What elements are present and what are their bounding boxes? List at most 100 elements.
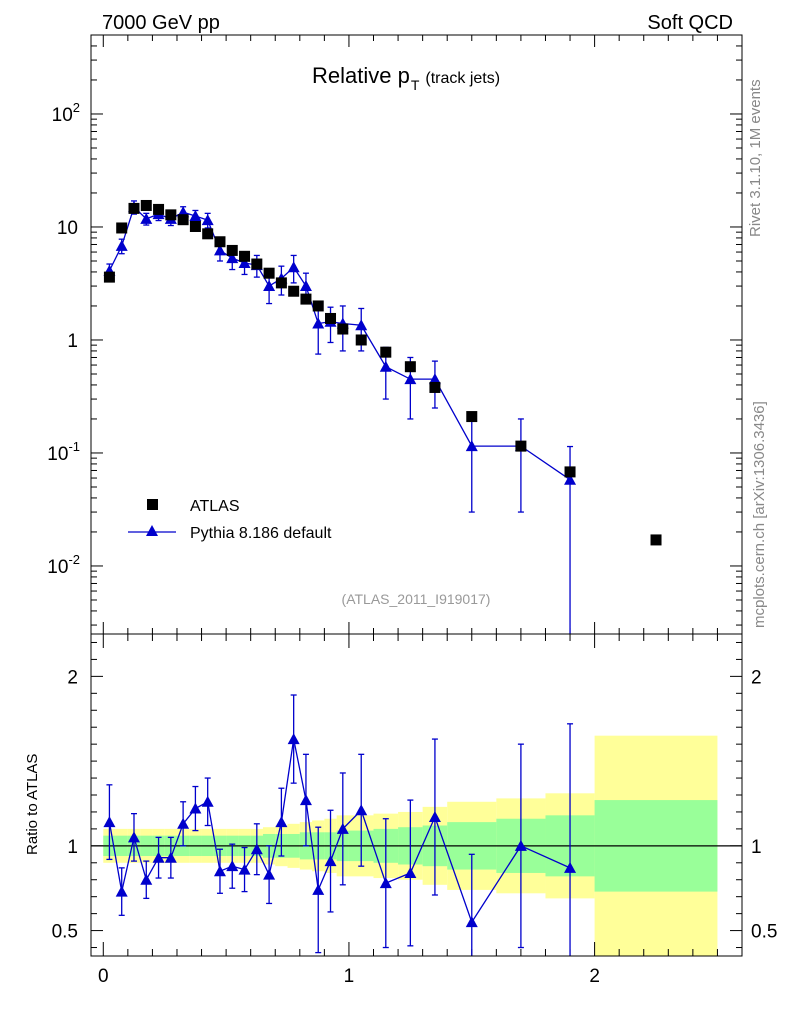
legend: ATLAS Pythia 8.186 default <box>128 498 332 542</box>
data-point <box>251 258 263 270</box>
data-point <box>429 381 441 393</box>
rivet-label: Rivet 3.1.10, 1M events <box>747 79 764 237</box>
ratio-x-tick-label: 0 <box>98 966 109 987</box>
legend-mc-marker <box>146 525 158 536</box>
ratio-point <box>564 861 577 873</box>
data-point <box>380 346 392 358</box>
ratio-y-tick-label-right: 0.5 <box>751 922 777 943</box>
ratio-point <box>213 865 226 877</box>
header-right-title: Soft QCD <box>647 12 733 34</box>
ratio-point <box>336 822 349 834</box>
data-point <box>288 285 300 297</box>
data-point <box>650 534 662 546</box>
ratio-point <box>355 804 368 816</box>
ratio-point <box>115 885 128 897</box>
data-point <box>153 203 165 215</box>
mc-point <box>379 360 392 372</box>
mc-point <box>428 373 441 385</box>
chart-title-main: Relative p <box>312 63 410 88</box>
y-tick-label: 10-1 <box>47 439 80 465</box>
data-point <box>337 323 349 335</box>
data-point <box>312 300 324 312</box>
header-left-title: 7000 GeV pp <box>102 12 220 34</box>
ratio-point <box>299 794 312 806</box>
legend-data-label: ATLAS <box>190 498 240 515</box>
ratio-point <box>263 868 276 880</box>
mc-point <box>465 440 478 452</box>
mc-point <box>287 261 300 273</box>
mc-point <box>213 244 226 256</box>
ratio-point <box>379 877 392 889</box>
chart-title-extra: (track jets) <box>425 70 500 87</box>
ratio-point <box>324 855 337 867</box>
data-point <box>128 202 140 214</box>
mc-point <box>238 256 251 268</box>
legend-mc-label: Pythia 8.186 default <box>190 525 332 542</box>
analysis-label: (ATLAS_2011_I919017) <box>342 591 491 607</box>
ratio-point <box>177 817 190 829</box>
ratio-point <box>189 802 202 814</box>
ratio-y-tick-label-right: 2 <box>751 667 762 688</box>
data-point <box>103 271 115 283</box>
data-point <box>300 293 312 305</box>
data-point <box>116 222 128 234</box>
ratio-point <box>250 843 263 855</box>
data-point <box>239 250 251 262</box>
ratio-point <box>140 873 153 885</box>
ratio-point <box>275 816 288 828</box>
mc-point <box>226 252 239 264</box>
mc-point <box>312 317 325 329</box>
ratio-panel-bands <box>91 735 742 956</box>
data-point <box>189 220 201 232</box>
chart-title-sub: T <box>411 77 420 93</box>
mc-point <box>201 214 214 226</box>
y-tick-label: 102 <box>52 100 80 126</box>
data-point <box>325 312 337 324</box>
mc-line <box>108 205 571 481</box>
data-point <box>564 466 576 478</box>
mcplots-label: mcplots.cern.ch [arXiv:1306.3436] <box>751 401 768 628</box>
ratio-x-tick-label: 1 <box>344 966 355 987</box>
mc-point <box>564 473 577 485</box>
legend-data-marker <box>147 499 158 510</box>
ratio-y-tick-label: 1 <box>67 837 78 858</box>
ratio-point <box>404 866 417 878</box>
data-point <box>202 228 214 240</box>
ratio-point <box>103 816 116 828</box>
mc-point <box>404 373 417 385</box>
mc-point <box>140 212 153 224</box>
data-point <box>140 199 152 211</box>
ratio-point <box>312 883 325 895</box>
ratio-panel-axis: 0.5 0.5 1 1 2 2 0 1 2 <box>52 634 777 987</box>
mc-point <box>355 319 368 331</box>
ratio-point <box>287 733 300 745</box>
ratio-point <box>164 851 177 863</box>
data-point <box>515 440 527 452</box>
ratio-panel-marks <box>103 694 577 956</box>
ratio-point <box>465 916 478 928</box>
ratio-point <box>226 860 239 872</box>
top-panel-frame <box>90 34 743 635</box>
ratio-point <box>201 795 214 807</box>
ratio-y-tick-label: 0.5 <box>52 922 78 943</box>
mc-point <box>115 239 128 251</box>
data-point <box>177 214 189 226</box>
data-point <box>165 209 177 221</box>
y-tick-label: 10-2 <box>47 552 80 578</box>
ratio-point <box>127 831 140 843</box>
y-tick-label: 1 <box>67 331 78 352</box>
data-point <box>275 277 287 289</box>
data-point <box>214 236 226 248</box>
ratio-point <box>152 851 165 863</box>
data-point <box>404 361 416 373</box>
ratio-panel-frame <box>90 633 743 957</box>
top-panel-axis: 10-2 10-1 1 10 102 <box>47 34 743 634</box>
ratio-y-tick-label: 2 <box>67 667 78 688</box>
chart-title: Relative pT (track jets) <box>312 63 500 93</box>
ratio-point <box>514 839 527 851</box>
y-tick-label: 10 <box>57 218 78 239</box>
ratio-y-tick-label-right: 1 <box>751 837 762 858</box>
data-point <box>226 244 238 256</box>
top-panel-marks <box>103 199 662 634</box>
